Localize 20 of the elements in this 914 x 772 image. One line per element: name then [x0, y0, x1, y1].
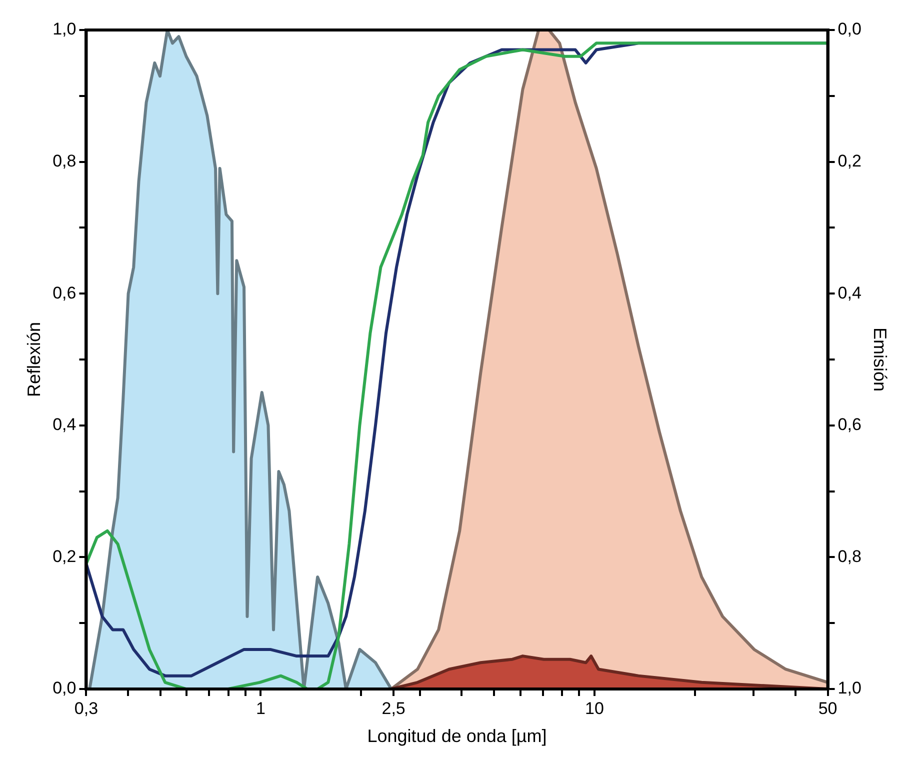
y-tick-label: 1,0	[52, 20, 76, 39]
x-tick-label: 1	[256, 698, 266, 718]
y2-tick-label: 0,2	[838, 151, 862, 170]
y2-axis-title: Emisión	[870, 327, 890, 392]
y-tick-label: 0,0	[52, 678, 76, 698]
y2-tick-label: 1,0	[838, 678, 862, 698]
y-tick-label: 0,8	[52, 151, 76, 170]
x-tick-label: 10	[585, 698, 604, 718]
y-tick-label: 0,2	[52, 546, 76, 566]
y-axis-title: Reflexión	[24, 322, 44, 398]
y2-tick-label: 0,6	[838, 415, 862, 434]
x-tick-label: 2,5	[382, 698, 406, 718]
y2-tick-label: 0,4	[838, 283, 862, 302]
y2-tick-label: 0,0	[838, 20, 862, 39]
y-tick-label: 0,4	[52, 415, 76, 434]
y2-tick-label: 0,8	[838, 546, 862, 566]
x-tick-label: 50	[818, 698, 838, 718]
x-tick-label: 0,3	[74, 698, 98, 718]
y-tick-label: 0,6	[52, 283, 76, 302]
x-axis-title: Longitud de onda [µm]	[367, 726, 547, 746]
